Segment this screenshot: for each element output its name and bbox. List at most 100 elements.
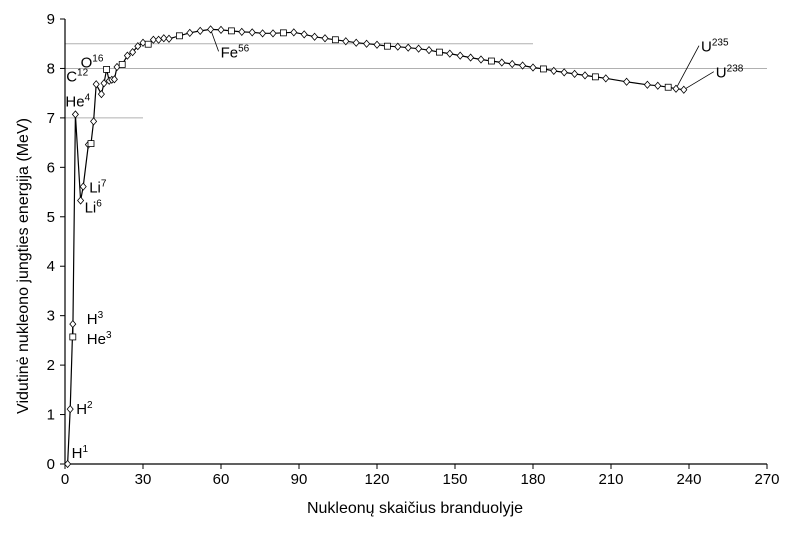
- data-point: [373, 40, 381, 49]
- data-point: [529, 63, 537, 72]
- data-point: [342, 37, 350, 46]
- y-tick-labels: 0 1 2 3 4 5 6 7 8 9: [47, 11, 55, 473]
- data-point: [352, 38, 360, 47]
- data-point: [66, 405, 74, 414]
- data-point: [331, 36, 339, 44]
- reference-lines: [65, 43, 767, 119]
- x-tick-label: 0: [61, 471, 69, 488]
- isotope-symbol: U: [701, 39, 712, 56]
- isotope-mass-number: 12: [77, 67, 89, 78]
- data-point: [581, 71, 589, 80]
- series-line: [67, 28, 684, 465]
- x-tick-labels: 0 30 60 90 120 150 180 210 240 270: [61, 471, 780, 488]
- isotope-symbol: H: [76, 401, 87, 418]
- data-point: [404, 43, 412, 52]
- data-point: [217, 25, 225, 34]
- data-point: [540, 65, 547, 73]
- isotope-mass-number: 3: [106, 330, 112, 341]
- isotope-mass-number: 238: [727, 64, 744, 75]
- data-point: [248, 28, 256, 37]
- isotope-label-he4: He4: [65, 92, 90, 110]
- data-point: [123, 51, 131, 60]
- isotope-mass-number: 56: [238, 43, 250, 54]
- y-tick-label: 9: [47, 11, 55, 28]
- data-point: [383, 42, 391, 50]
- data-point: [519, 61, 527, 70]
- isotope-mass-number: 3: [98, 310, 104, 321]
- data-point: [487, 57, 495, 65]
- isotope-label-u238: U238: [716, 64, 744, 82]
- data-point: [672, 84, 680, 93]
- isotope-symbol: H: [87, 311, 98, 328]
- x-tick-label: 210: [598, 471, 623, 488]
- x-tick-label: 180: [520, 471, 545, 488]
- isotope-symbol: U: [716, 65, 727, 82]
- x-tick-label: 30: [135, 471, 152, 488]
- x-tick-label: 60: [213, 471, 230, 488]
- data-point: [467, 53, 475, 62]
- isotope-symbol: Li: [89, 180, 101, 197]
- data-point: [110, 75, 118, 84]
- data-point: [550, 66, 558, 76]
- leader-line: [675, 45, 700, 89]
- data-point: [664, 83, 672, 91]
- isotope-symbol: C: [66, 68, 77, 85]
- annotation-leaders: [210, 29, 715, 91]
- isotope-mass-number: 6: [96, 198, 102, 209]
- data-point: [87, 140, 95, 148]
- isotope-symbol: O: [81, 54, 93, 71]
- data-point: [477, 55, 485, 64]
- data-point: [144, 40, 152, 48]
- data-point: [394, 42, 402, 51]
- isotope-mass-number: 2: [87, 400, 93, 411]
- data-point: [155, 35, 163, 44]
- isotope-symbol: Li: [85, 199, 97, 216]
- y-tick-label: 5: [47, 209, 55, 226]
- isotope-mass-number: 235: [712, 38, 729, 49]
- isotope-symbol: He: [65, 93, 84, 110]
- data-point: [623, 77, 631, 86]
- isotope-mass-number: 1: [82, 444, 88, 455]
- data-point: [77, 196, 85, 205]
- data-point: [227, 27, 235, 35]
- data-point: [165, 34, 173, 43]
- isotope-label-li6: Li6: [85, 198, 103, 216]
- y-tick-label: 6: [47, 159, 55, 176]
- data-point: [560, 68, 568, 77]
- data-point: [207, 25, 215, 34]
- y-tick-label: 1: [47, 407, 55, 424]
- isotope-symbol: He: [87, 331, 106, 348]
- data-point: [129, 48, 137, 57]
- data-point: [79, 182, 87, 191]
- data-point: [269, 29, 277, 38]
- leader-line: [683, 71, 715, 91]
- y-tick-label: 3: [47, 308, 55, 325]
- data-point: [279, 29, 287, 37]
- data-point: [259, 29, 267, 38]
- data-point: [103, 66, 110, 73]
- y-tick-label: 2: [47, 357, 55, 374]
- data-point: [321, 34, 329, 43]
- x-tick-label: 150: [442, 471, 467, 488]
- data-point: [149, 35, 157, 44]
- y-tick-label: 8: [47, 60, 55, 77]
- data-series: [64, 25, 688, 469]
- isotope-label-he3: He3: [87, 330, 112, 348]
- data-point: [71, 110, 79, 119]
- isotope-label-h1: H1: [72, 444, 89, 462]
- data-point: [90, 117, 98, 126]
- data-point: [446, 49, 454, 58]
- data-point: [97, 90, 105, 99]
- isotope-label-fe56: Fe56: [221, 43, 250, 61]
- data-point: [680, 85, 688, 94]
- y-tick-label: 4: [47, 258, 55, 275]
- data-point: [175, 32, 183, 40]
- data-point: [290, 28, 298, 37]
- axes: [60, 18, 768, 469]
- data-point: [592, 73, 599, 81]
- data-point: [602, 74, 610, 83]
- y-tick-label: 7: [47, 110, 55, 127]
- isotope-label-o16: O16: [81, 53, 104, 71]
- data-point: [654, 81, 662, 90]
